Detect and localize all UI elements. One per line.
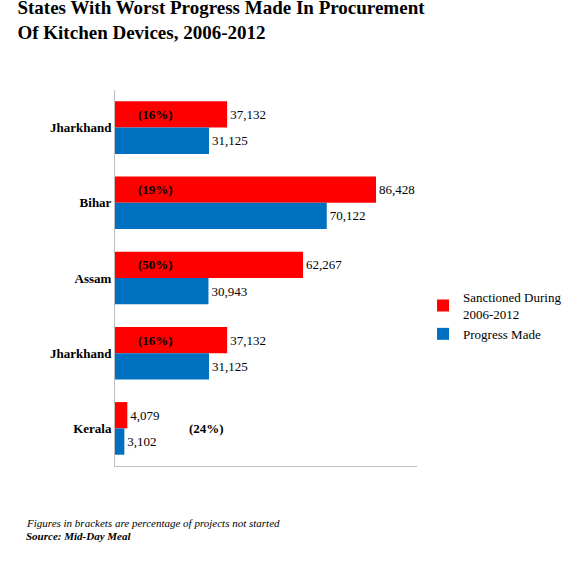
svg-text:Source: Mid-Day Meal: Source: Mid-Day Meal	[26, 530, 131, 542]
svg-text:Jharkhand: Jharkhand	[50, 120, 112, 135]
svg-text:37,132: 37,132	[230, 333, 266, 348]
svg-text:86,428: 86,428	[379, 182, 415, 197]
svg-text:Jharkhand: Jharkhand	[50, 346, 112, 361]
svg-text:Assam: Assam	[75, 271, 112, 286]
svg-text:30,943: 30,943	[211, 284, 247, 299]
svg-text:States With Worst Progress Mad: States With Worst Progress Made In Procu…	[17, 0, 425, 43]
svg-text:70,122: 70,122	[330, 208, 366, 223]
svg-text:37,132: 37,132	[230, 107, 266, 122]
svg-text:(16%): (16%)	[138, 333, 173, 348]
svg-text:3,102: 3,102	[127, 434, 156, 449]
svg-text:31,125: 31,125	[212, 133, 248, 148]
svg-text:Sanctioned During2006-2012: Sanctioned During2006-2012	[463, 290, 561, 322]
svg-text:Progress Made: Progress Made	[463, 327, 541, 342]
svg-text:4,079: 4,079	[130, 408, 159, 423]
svg-text:(19%): (19%)	[138, 182, 173, 197]
svg-text:(24%): (24%)	[189, 421, 224, 436]
svg-text:(50%): (50%)	[138, 257, 173, 272]
svg-text:(16%): (16%)	[138, 107, 173, 122]
svg-text:Kerala: Kerala	[73, 421, 112, 436]
svg-text:Bihar: Bihar	[80, 195, 112, 210]
svg-text:Figures in brackets are percen: Figures in brackets are percentage of pr…	[26, 517, 280, 529]
svg-text:31,125: 31,125	[212, 359, 248, 374]
svg-text:62,267: 62,267	[306, 257, 342, 272]
